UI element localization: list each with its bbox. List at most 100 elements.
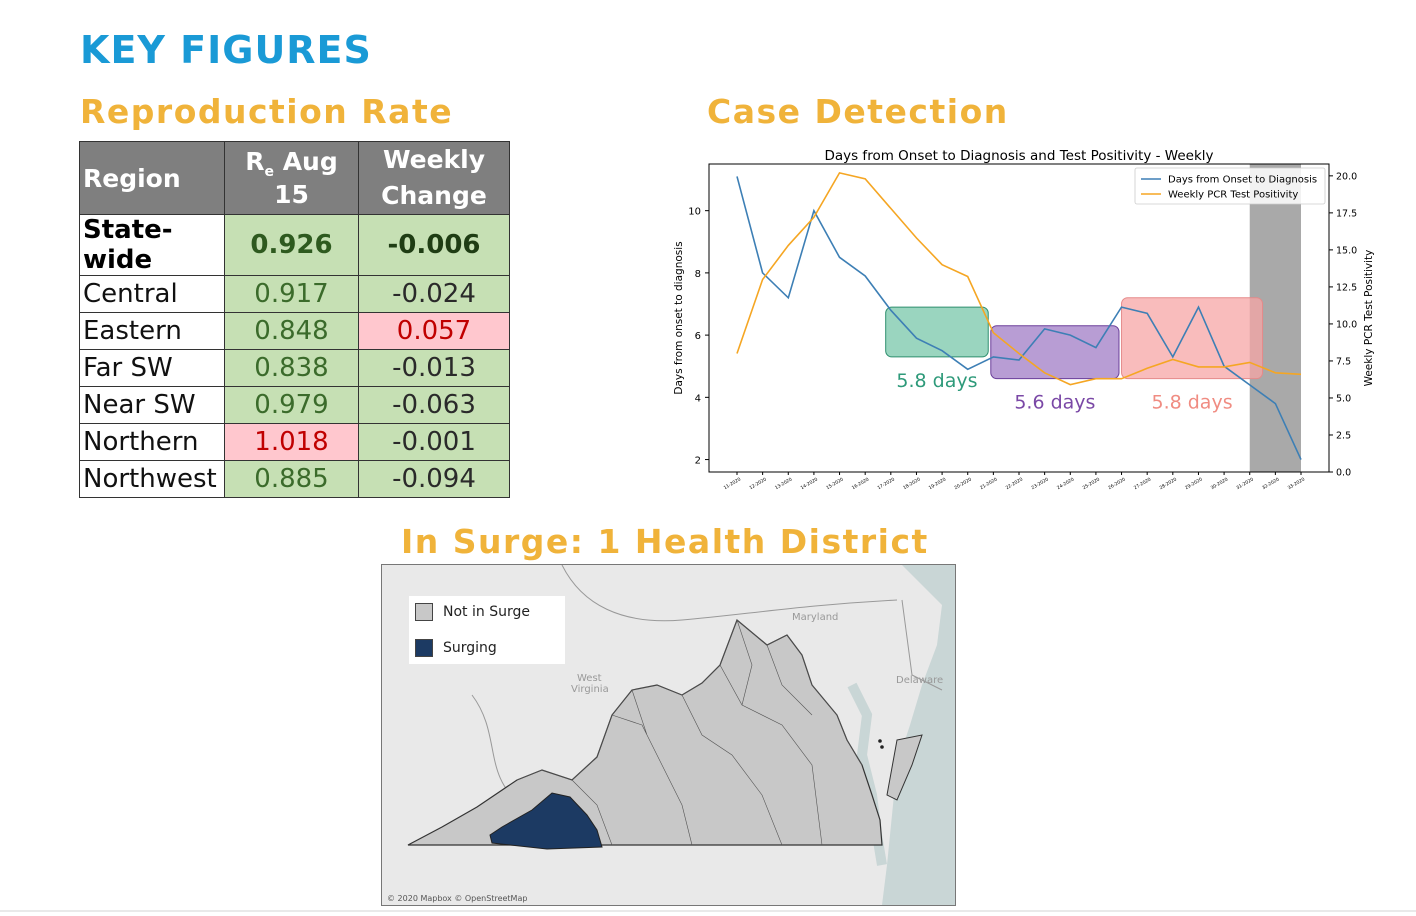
- y-tick-label: 6: [695, 331, 701, 342]
- y2-tick-label: 7.5: [1336, 356, 1351, 367]
- re-cell: 0.917: [224, 275, 359, 313]
- legend-swatch: [415, 639, 433, 657]
- x-tick-label: 23-2020: [1030, 476, 1049, 491]
- reproduction-heading: Reproduction Rate: [80, 92, 454, 131]
- surging-district: [489, 792, 603, 850]
- change-cell: -0.013: [358, 349, 510, 387]
- x-tick-label: 22-2020: [1005, 476, 1024, 491]
- region-cell: Eastern: [79, 312, 225, 350]
- y2-tick-label: 0.0: [1336, 468, 1351, 479]
- x-tick-label: 14-2020: [800, 476, 819, 491]
- table-row: Northern 1.018 -0.001: [79, 423, 510, 461]
- change-cell: -0.063: [358, 386, 510, 424]
- legend-label: Days from Onset to Diagnosis: [1168, 175, 1317, 186]
- table-row: Central 0.917 -0.024: [79, 275, 510, 313]
- region-cell: State-wide: [79, 214, 225, 276]
- y-tick-label: 4: [695, 393, 701, 404]
- region-cell: Northwest: [79, 460, 225, 498]
- map-canvas: [382, 565, 955, 905]
- y2-tick-label: 5.0: [1336, 393, 1351, 404]
- re-cell: 0.838: [224, 349, 359, 387]
- case-detection-chart: 5.8 days 5.6 days 5.8 days 2 4 6 8 10 0.0 2.5 5.0 7…: [673, 148, 1375, 491]
- map-legend: Not in Surge Surging: [409, 596, 565, 664]
- x-tick-label: 27-2020: [1133, 476, 1152, 491]
- legend-item-surging: Surging: [415, 638, 497, 658]
- chart-title: Days from Onset to Diagnosis and Test Po…: [824, 148, 1213, 164]
- x-tick-label: 24-2020: [1056, 476, 1075, 491]
- x-tick-label: 26-2020: [1107, 476, 1126, 491]
- table-header-row: Region Re Aug 15 Weekly Change: [79, 141, 510, 215]
- y2-tick-label: 12.5: [1336, 282, 1357, 293]
- x-tick-label: 13-2020: [774, 476, 793, 491]
- map-label-delaware: Delaware: [896, 675, 944, 686]
- x-tick-label: 29-2020: [1184, 476, 1203, 491]
- annotation-label: 5.8 days: [896, 370, 977, 392]
- annotation-box: [990, 325, 1120, 380]
- x-tick-label: 33-2020: [1287, 476, 1306, 491]
- y-tick-label: 2: [695, 456, 701, 467]
- legend-label: Weekly PCR Test Positivity: [1168, 190, 1298, 201]
- x-tick-label: 15-2020: [825, 476, 844, 491]
- bottom-divider: [0, 910, 1416, 912]
- eastern-shore: [886, 734, 923, 801]
- change-cell: -0.001: [358, 423, 510, 461]
- x-tick-label: 25-2020: [1082, 476, 1101, 491]
- island-dot: [878, 739, 882, 743]
- y2-axis-label: Weekly PCR Test Positivity: [1363, 250, 1375, 387]
- x-tick-label: 31-2020: [1235, 476, 1254, 491]
- table-row: Far SW 0.838 -0.013: [79, 349, 510, 387]
- legend-label: Not in Surge: [443, 604, 530, 620]
- region-cell: Central: [79, 275, 225, 313]
- re-cell: 1.018: [224, 423, 359, 461]
- region-cell: Near SW: [79, 386, 225, 424]
- y2-tick-label: 20.0: [1336, 171, 1357, 182]
- x-tick-label: 28-2020: [1159, 476, 1178, 491]
- x-tick-label: 18-2020: [902, 476, 921, 491]
- table-row: Northwest 0.885 -0.094: [79, 460, 510, 498]
- header-region: Region: [79, 141, 225, 215]
- annotation-box: [1121, 297, 1264, 380]
- x-tick-label: 30-2020: [1210, 476, 1229, 491]
- x-tick-label: 20-2020: [953, 476, 972, 491]
- annotation-box: [885, 306, 989, 358]
- re-cell: 0.848: [224, 312, 359, 350]
- x-tick-label: 19-2020: [928, 476, 947, 491]
- x-tick-label: 11-2020: [723, 476, 742, 491]
- annotation-label: 5.8 days: [1151, 392, 1232, 414]
- map-credit: © 2020 Mapbox © OpenStreetMap: [387, 894, 528, 903]
- y2-tick-label: 10.0: [1336, 319, 1357, 330]
- district-borders: [571, 619, 823, 846]
- x-tick-label: 12-2020: [748, 476, 767, 491]
- y-tick-label: 8: [695, 269, 701, 280]
- x-tick-label: 32-2020: [1261, 476, 1280, 491]
- region-cell: Far SW: [79, 349, 225, 387]
- x-tick-label: 17-2020: [877, 476, 896, 491]
- map-label-west: West: [577, 673, 602, 684]
- map-label-maryland: Maryland: [792, 612, 839, 623]
- page-title: KEY FIGURES: [80, 28, 372, 72]
- table-row: State-wide 0.926 -0.006: [79, 214, 510, 276]
- region-cell: Northern: [79, 423, 225, 461]
- y-tick-label: 10: [688, 207, 701, 218]
- re-cell: 0.885: [224, 460, 359, 498]
- island-dot: [880, 745, 884, 749]
- series-line: [736, 176, 1302, 460]
- y-axis-label: Days from onset to diagnosis: [673, 241, 685, 394]
- ocean-area: [882, 565, 955, 905]
- y2-tick-label: 15.0: [1336, 245, 1357, 256]
- surge-heading: In Surge: 1 Health District: [401, 522, 929, 561]
- case-detection-heading: Case Detection: [707, 92, 1009, 131]
- state-border-line: [561, 565, 898, 622]
- change-cell: -0.094: [358, 460, 510, 498]
- x-tick-label: 16-2020: [851, 476, 870, 491]
- district-borders: [516, 619, 863, 781]
- legend-label: Surging: [443, 640, 497, 656]
- legend-swatch: [415, 603, 433, 621]
- x-tick-label: 21-2020: [979, 476, 998, 491]
- series-line: [736, 171, 1302, 386]
- change-cell: -0.006: [358, 214, 510, 276]
- annotation-label: 5.6 days: [1014, 392, 1095, 414]
- change-cell: -0.024: [358, 275, 510, 313]
- header-weekly-change: Weekly Change: [358, 141, 510, 215]
- legend-item-not-in-surge: Not in Surge: [415, 602, 530, 622]
